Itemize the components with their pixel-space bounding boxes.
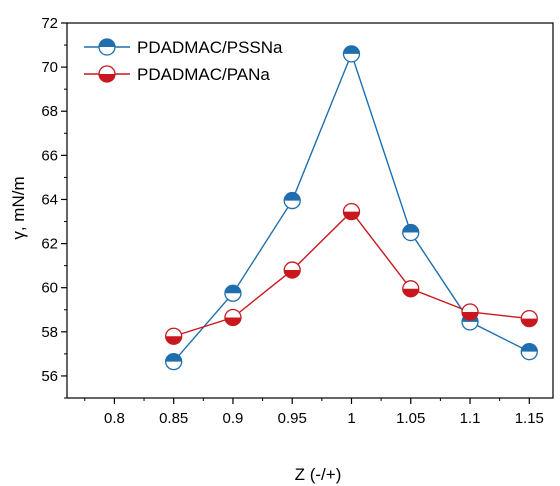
x-tick-label: 1 bbox=[347, 410, 355, 427]
marker-fill bbox=[224, 317, 241, 326]
marker-fill bbox=[284, 192, 301, 201]
y-tick-label: 70 bbox=[41, 59, 58, 76]
x-tick-label: 0.9 bbox=[223, 410, 244, 427]
data-point bbox=[342, 202, 361, 221]
marker-outline bbox=[520, 343, 538, 361]
y-tick-label: 64 bbox=[41, 191, 58, 208]
marker-outline bbox=[402, 223, 420, 242]
legend-entry: PDADMAC/PSSNa bbox=[84, 38, 283, 57]
y-tick-label: 68 bbox=[41, 103, 58, 120]
x-tick-label: 1.1 bbox=[460, 410, 481, 427]
marker-outline bbox=[283, 191, 301, 210]
y-axis-title: γ, mN/m bbox=[9, 176, 28, 239]
series-1 bbox=[165, 202, 538, 345]
legend-label: PDADMAC/PANa bbox=[137, 65, 270, 84]
legend-marker bbox=[98, 38, 116, 56]
marker-outline bbox=[461, 303, 479, 321]
marker-fill bbox=[402, 224, 419, 233]
data-point bbox=[342, 45, 361, 63]
data-point bbox=[283, 261, 301, 279]
data-point bbox=[520, 343, 538, 361]
y-tick-label: 66 bbox=[41, 147, 58, 164]
legend-label: PDADMAC/PSSNa bbox=[137, 38, 283, 57]
legend-entry: PDADMAC/PANa bbox=[84, 65, 270, 84]
marker-outline bbox=[520, 309, 538, 328]
marker-fill bbox=[165, 353, 182, 362]
marker-outline bbox=[224, 284, 242, 302]
data-point bbox=[224, 284, 242, 302]
marker-fill bbox=[165, 336, 182, 345]
y-tick-label: 56 bbox=[41, 368, 58, 385]
marker-outline bbox=[165, 327, 183, 345]
legend: PDADMAC/PSSNa PDADMAC/PANa bbox=[84, 38, 283, 84]
data-point bbox=[461, 303, 479, 321]
data-point bbox=[224, 308, 242, 327]
y-tick-label: 62 bbox=[41, 236, 58, 253]
x-tick-label: 0.85 bbox=[159, 410, 188, 427]
marker-fill bbox=[462, 311, 479, 320]
data-point bbox=[520, 309, 538, 328]
x-tick-label: 0.8 bbox=[104, 410, 125, 427]
marker-fill bbox=[284, 270, 301, 279]
marker-fill bbox=[99, 74, 115, 82]
legend-marker bbox=[98, 65, 116, 83]
marker-outline bbox=[165, 352, 183, 371]
data-point bbox=[402, 280, 420, 298]
data-point bbox=[402, 223, 420, 242]
x-tick-label: 1.15 bbox=[515, 410, 544, 427]
marker-fill bbox=[402, 288, 419, 297]
x-tick-label: 0.95 bbox=[278, 410, 307, 427]
marker-fill bbox=[99, 39, 115, 47]
marker-outline bbox=[98, 38, 116, 56]
marker-fill bbox=[224, 285, 241, 294]
x-axis-title: Z (-/+) bbox=[295, 465, 342, 484]
data-point bbox=[283, 191, 301, 210]
y-tick-label: 72 bbox=[41, 15, 58, 32]
marker-fill bbox=[521, 343, 538, 352]
marker-outline bbox=[224, 308, 242, 327]
marker-outline bbox=[402, 280, 420, 298]
data-point bbox=[165, 327, 183, 345]
marker-fill bbox=[521, 318, 538, 327]
marker-outline bbox=[342, 202, 361, 221]
y-tick-label: 60 bbox=[41, 280, 58, 297]
marker-outline bbox=[283, 261, 301, 279]
axes: 0.8 0.85 0.9 0.95 1 1.05 1.1 1.15 56 58 60 62 64 66 68… bbox=[41, 15, 554, 427]
marker-outline bbox=[98, 65, 116, 83]
x-tick-label: 1.05 bbox=[396, 410, 425, 427]
data-point bbox=[165, 352, 183, 371]
marker-fill bbox=[343, 211, 360, 220]
marker-outline bbox=[342, 45, 361, 63]
marker-fill bbox=[343, 45, 360, 54]
series-group bbox=[165, 45, 538, 371]
plot-frame bbox=[66, 22, 554, 399]
y-tick-label: 58 bbox=[41, 324, 58, 341]
